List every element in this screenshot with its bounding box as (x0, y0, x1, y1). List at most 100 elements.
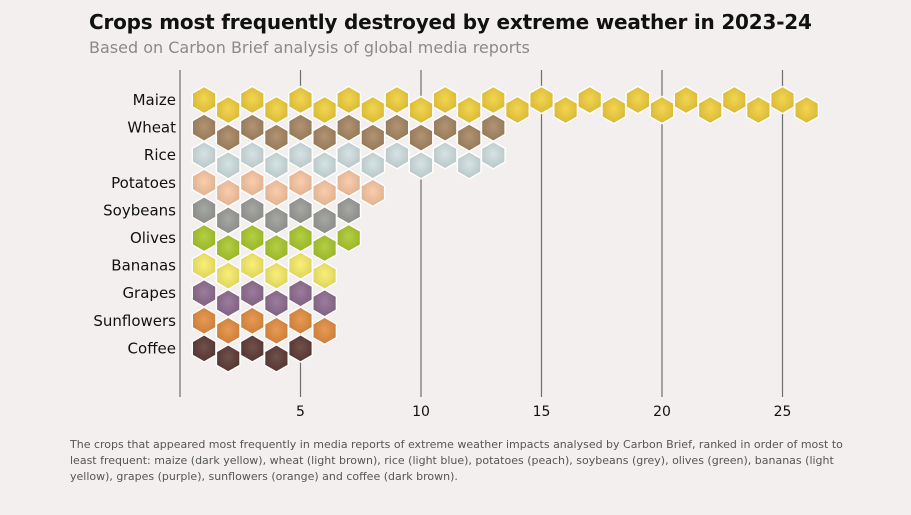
hex-rice-12 (456, 150, 482, 180)
hex-grapes-5 (288, 278, 313, 308)
hex-maize-12 (456, 95, 482, 125)
hex-wheat-5 (288, 113, 313, 143)
hex-soybeans-2 (215, 205, 241, 235)
hex-soybeans-1 (191, 195, 217, 225)
hex-soybeans-4 (263, 205, 289, 235)
hex-maize-25 (770, 85, 795, 115)
hex-soybeans-6 (312, 205, 338, 235)
hex-grapes-2 (215, 288, 241, 318)
category-label-maize: Maize (133, 91, 176, 109)
hex-wheat-8 (360, 123, 386, 153)
hex-maize-18 (601, 95, 627, 125)
hex-sunflowers-3 (239, 306, 265, 336)
hex-rice-11 (432, 140, 458, 170)
hex-maize-13 (480, 85, 506, 115)
category-label-potatoes: Potatoes (111, 174, 176, 192)
hex-potatoes-5 (288, 168, 313, 198)
category-label-coffee: Coffee (128, 339, 176, 357)
hex-wheat-6 (312, 123, 338, 153)
hex-maize-24 (745, 95, 771, 125)
hex-potatoes-4 (263, 178, 289, 208)
hex-maize-8 (360, 95, 386, 125)
hex-rice-1 (191, 140, 217, 170)
hex-potatoes-3 (239, 168, 265, 198)
hex-olives-3 (239, 223, 265, 253)
hex-coffee-3 (239, 333, 265, 363)
hex-grapes-3 (239, 278, 265, 308)
hex-maize-23 (721, 85, 747, 115)
hex-maize-1 (191, 85, 217, 115)
x-tick-labels: 5 10 15 20 25 (296, 404, 791, 420)
x-tick-label: 20 (653, 404, 671, 420)
category-label-wheat: Wheat (127, 119, 176, 137)
hex-rice-5 (288, 140, 313, 170)
hex-maize-20 (649, 95, 675, 125)
hex-sunflowers-6 (312, 316, 338, 346)
hex-bananas-4 (263, 261, 289, 291)
hex-olives-1 (191, 223, 217, 253)
hex-coffee-2 (215, 343, 241, 373)
hex-maize-17 (577, 85, 603, 115)
hex-maize-6 (312, 95, 338, 125)
chart-caption: The crops that appeared most frequently … (70, 438, 843, 483)
hex-sunflowers-5 (288, 306, 313, 336)
hex-maize-26 (794, 95, 820, 125)
hex-rice-2 (215, 150, 241, 180)
category-label-grapes: Grapes (122, 284, 176, 302)
hex-wheat-2 (215, 123, 241, 153)
hex-wheat-4 (263, 123, 289, 153)
hex-sunflowers-4 (263, 316, 289, 346)
chart-subtitle: Based on Carbon Brief analysis of global… (89, 38, 530, 57)
hex-rice-8 (360, 150, 386, 180)
hex-maize-7 (336, 85, 362, 115)
hex-soybeans-5 (288, 195, 313, 225)
hex-bananas-1 (191, 251, 217, 281)
hex-maize-22 (697, 95, 723, 125)
hex-rice-10 (408, 150, 434, 180)
hex-maize-21 (673, 85, 699, 115)
hex-coffee-5 (288, 333, 313, 363)
hex-bananas-6 (312, 261, 338, 291)
hex-coffee-4 (263, 343, 289, 373)
hex-potatoes-2 (215, 178, 241, 208)
category-label-soybeans: Soybeans (103, 201, 176, 219)
hex-wheat-7 (336, 113, 362, 143)
chart-title: Crops most frequently destroyed by extre… (89, 10, 812, 34)
hex-rice-13 (480, 140, 506, 170)
hex-rice-7 (336, 140, 362, 170)
hex-bananas-2 (215, 261, 241, 291)
hexagon-marks (191, 85, 820, 373)
hex-rice-6 (312, 150, 338, 180)
hex-rice-9 (384, 140, 410, 170)
hex-potatoes-8 (360, 178, 386, 208)
hex-potatoes-1 (191, 168, 217, 198)
hex-coffee-1 (191, 333, 217, 363)
hex-wheat-11 (432, 113, 458, 143)
hex-soybeans-3 (239, 195, 265, 225)
hex-wheat-12 (456, 123, 482, 153)
hex-grapes-4 (263, 288, 289, 318)
hex-maize-14 (504, 95, 530, 125)
hex-potatoes-7 (336, 168, 362, 198)
x-tick-label: 25 (774, 404, 792, 420)
hex-maize-9 (384, 85, 410, 115)
hex-wheat-1 (191, 113, 217, 143)
hex-olives-7 (336, 223, 362, 253)
category-label-sunflowers: Sunflowers (93, 312, 176, 330)
hex-sunflowers-2 (215, 316, 241, 346)
hex-maize-3 (239, 85, 265, 115)
hex-grapes-1 (191, 278, 217, 308)
x-tick-label: 5 (296, 404, 305, 420)
hex-grapes-6 (312, 288, 338, 318)
hex-wheat-3 (239, 113, 265, 143)
x-tick-label: 15 (533, 404, 551, 420)
hex-maize-2 (215, 95, 241, 125)
hex-olives-5 (288, 223, 313, 253)
category-labels: Maize Wheat Rice Potatoes Soybeans Olives Bana… (93, 91, 176, 357)
hex-rice-4 (263, 150, 289, 180)
hex-sunflowers-1 (191, 306, 217, 336)
hex-maize-11 (432, 85, 458, 115)
x-tick-label: 10 (412, 404, 430, 420)
hex-soybeans-7 (336, 195, 362, 225)
category-label-bananas: Bananas (111, 257, 176, 275)
